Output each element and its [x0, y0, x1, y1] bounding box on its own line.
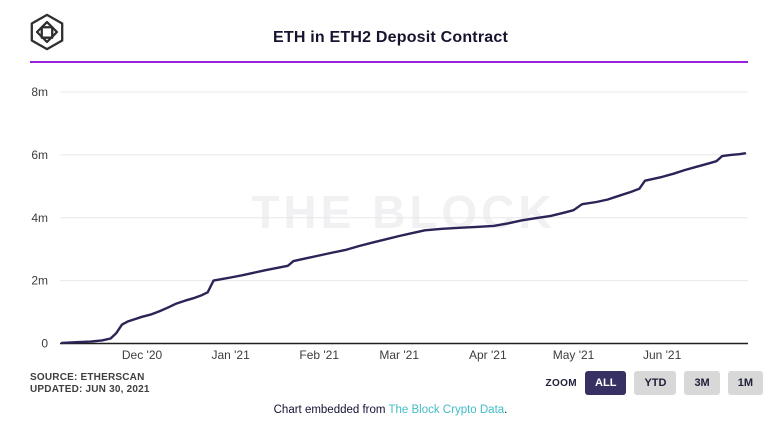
y-tick-label-8m: 8m	[31, 85, 48, 99]
embed-suffix: .	[504, 404, 508, 416]
updated-line: UPDATED: JUN 30, 2021	[30, 384, 150, 395]
y-tick-label-6m: 6m	[31, 148, 48, 162]
source-line: SOURCE: ETHERSCAN	[30, 372, 145, 383]
page-title: ETH in ETH2 Deposit Contract	[273, 29, 508, 46]
zoom-button-group: ALL YTD 3M 1M	[585, 371, 763, 395]
the-block-crypto-data-link[interactable]: The Block Crypto Data	[388, 404, 505, 416]
zoom-range-ytd-button[interactable]: YTD	[634, 371, 677, 395]
zoom-label: ZOOM	[545, 377, 578, 389]
x-tick-label-Jan-21: Jan '21	[211, 348, 250, 362]
x-tick-label-Mar-21: Mar '21	[379, 348, 419, 362]
the-block-logo[interactable]	[28, 13, 66, 51]
y-tick-label-2m: 2m	[31, 274, 48, 288]
x-tick-label-Feb-21: Feb '21	[299, 348, 339, 362]
x-tick-label-Apr-21: Apr '21	[469, 348, 507, 362]
embed-attribution: Chart embedded from The Block Crypto Dat…	[0, 404, 781, 416]
x-tick-label-Jun-21: Jun '21	[643, 348, 682, 362]
deposit-contract-series-line	[60, 152, 747, 345]
y-tick-label-0: 0	[41, 337, 48, 351]
embed-text: Chart embedded from	[273, 404, 389, 416]
header-divider	[30, 61, 748, 63]
x-tick-label-Dec-20: Dec '20	[122, 348, 163, 362]
zoom-range-controls: ZOOM ALL YTD 3M 1M	[545, 371, 763, 395]
zoom-range-3m-button[interactable]: 3M	[684, 371, 720, 395]
watermark-text: THE BLOCK	[251, 186, 555, 238]
zoom-range-1m-button[interactable]: 1M	[727, 371, 763, 395]
source-attribution: SOURCE: ETHERSCAN UPDATED: JUN 30, 2021	[30, 372, 150, 396]
x-tick-label-May-21: May '21	[553, 348, 595, 362]
zoom-range-all-button[interactable]: ALL	[585, 371, 627, 395]
y-tick-label-4m: 4m	[31, 211, 48, 225]
